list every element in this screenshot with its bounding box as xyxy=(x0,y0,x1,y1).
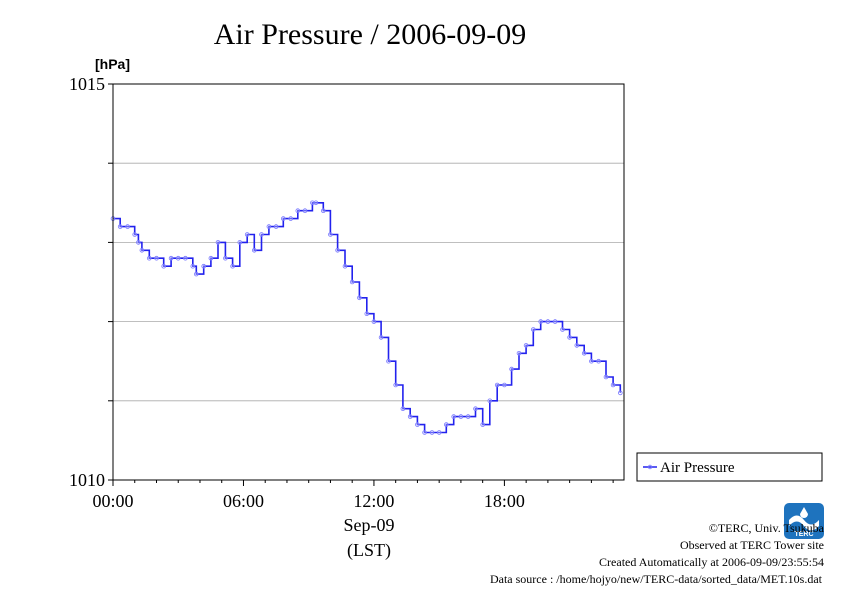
data-point xyxy=(458,414,464,419)
data-point xyxy=(313,200,319,206)
data-point xyxy=(237,240,243,245)
data-point xyxy=(295,208,301,214)
data-point xyxy=(259,232,264,237)
data-point xyxy=(443,422,449,427)
x-tick-label: 18:00 xyxy=(484,491,525,511)
data-point xyxy=(288,216,294,221)
data-point xyxy=(465,414,471,419)
data-point xyxy=(415,422,420,427)
data-point xyxy=(378,335,384,340)
logo-text: TERC xyxy=(794,531,813,538)
data-point xyxy=(509,366,514,372)
data-point xyxy=(161,263,167,269)
data-point xyxy=(183,255,188,261)
legend-marker-swatch xyxy=(647,464,653,470)
data-point xyxy=(168,255,174,261)
data-point xyxy=(335,248,340,253)
data-point xyxy=(480,422,486,427)
footer-source: Data source : /home/hojyo/new/TERC-data/… xyxy=(490,572,823,586)
data-point xyxy=(581,350,587,356)
data-point xyxy=(603,374,609,380)
data-point xyxy=(230,263,235,269)
data-point xyxy=(342,263,348,269)
data-point xyxy=(364,311,370,317)
data-point xyxy=(266,224,272,229)
data-point xyxy=(371,319,377,324)
footer-created: Created Automatically at 2006-09-09/23:5… xyxy=(599,555,824,569)
data-point xyxy=(502,382,507,388)
plot-frame xyxy=(112,83,625,481)
data-point xyxy=(567,335,572,340)
data-point xyxy=(223,255,228,261)
axis-ticks: 1010 1015 00:00 06:00 12:00 18:00 xyxy=(69,74,614,511)
data-point xyxy=(538,319,543,324)
data-point xyxy=(117,224,123,229)
data-point xyxy=(175,255,181,261)
data-point xyxy=(560,327,565,332)
legend-box xyxy=(636,452,823,482)
data-point xyxy=(349,279,355,285)
data-point xyxy=(617,390,623,396)
data-point xyxy=(194,271,199,277)
data-point xyxy=(132,232,138,237)
data-point xyxy=(208,255,214,261)
data-point xyxy=(545,319,551,324)
data-point xyxy=(596,358,601,364)
data-point xyxy=(280,216,286,221)
data-point xyxy=(357,295,362,301)
data-point xyxy=(328,232,333,237)
y-tick-label: 1015 xyxy=(69,74,105,94)
data-point xyxy=(190,263,196,269)
x-axis-date-label: Sep-09 xyxy=(344,515,395,535)
data-point xyxy=(487,398,493,404)
data-point xyxy=(429,430,435,435)
data-point xyxy=(552,319,558,324)
data-point xyxy=(215,240,221,245)
x-tick-label: 12:00 xyxy=(353,491,394,511)
x-tick-label: 00:00 xyxy=(92,491,133,511)
series-line xyxy=(113,202,622,434)
series-air-pressure xyxy=(110,200,623,435)
chart-title: Air Pressure / 2006-09-09 xyxy=(214,18,526,51)
terc-logo: TERC xyxy=(784,503,824,539)
data-point xyxy=(139,248,145,253)
footer-observed: Observed at TERC Tower site xyxy=(680,538,824,552)
data-point xyxy=(610,382,616,388)
logo-drop-shape xyxy=(800,507,808,518)
data-point xyxy=(473,406,478,412)
data-point xyxy=(154,255,159,261)
data-point xyxy=(302,208,308,214)
data-point xyxy=(252,248,257,253)
footer-credit: ©TERC, Univ. Tsukuba xyxy=(709,521,825,535)
data-point xyxy=(494,382,500,388)
y-tick-label: 1010 xyxy=(69,470,105,490)
y-axis-unit: [hPa] xyxy=(95,56,130,72)
data-point xyxy=(407,414,413,419)
logo-wave-shape xyxy=(789,515,819,531)
x-axis-timezone-label: (LST) xyxy=(347,540,391,561)
data-point xyxy=(386,358,391,364)
data-point xyxy=(201,263,207,269)
data-point xyxy=(273,224,279,229)
data-point xyxy=(530,327,536,332)
grid xyxy=(113,162,624,402)
data-point xyxy=(589,358,594,364)
data-point xyxy=(125,224,130,229)
data-point xyxy=(422,430,427,435)
data-point xyxy=(320,208,326,214)
x-tick-label: 06:00 xyxy=(223,491,264,511)
legend-label: Air Pressure xyxy=(660,460,735,476)
data-point xyxy=(136,240,141,245)
data-point xyxy=(147,255,152,261)
data-point xyxy=(451,414,457,419)
data-point xyxy=(574,343,580,348)
data-point xyxy=(400,406,406,412)
data-point xyxy=(436,430,442,435)
data-point xyxy=(523,343,529,348)
data-point xyxy=(393,382,399,388)
data-point xyxy=(516,350,522,356)
data-point xyxy=(244,232,250,237)
legend: Air Pressure xyxy=(636,452,823,482)
